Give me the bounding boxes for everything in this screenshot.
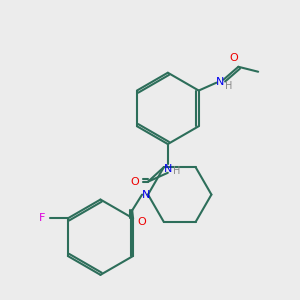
Text: N: N [164, 164, 172, 174]
Text: H: H [173, 166, 180, 176]
Text: O: O [131, 177, 140, 187]
Text: H: H [225, 81, 232, 91]
Text: N: N [216, 76, 225, 87]
Text: F: F [39, 213, 45, 224]
Text: O: O [229, 53, 238, 63]
Text: N: N [142, 190, 150, 200]
Text: O: O [138, 217, 146, 227]
